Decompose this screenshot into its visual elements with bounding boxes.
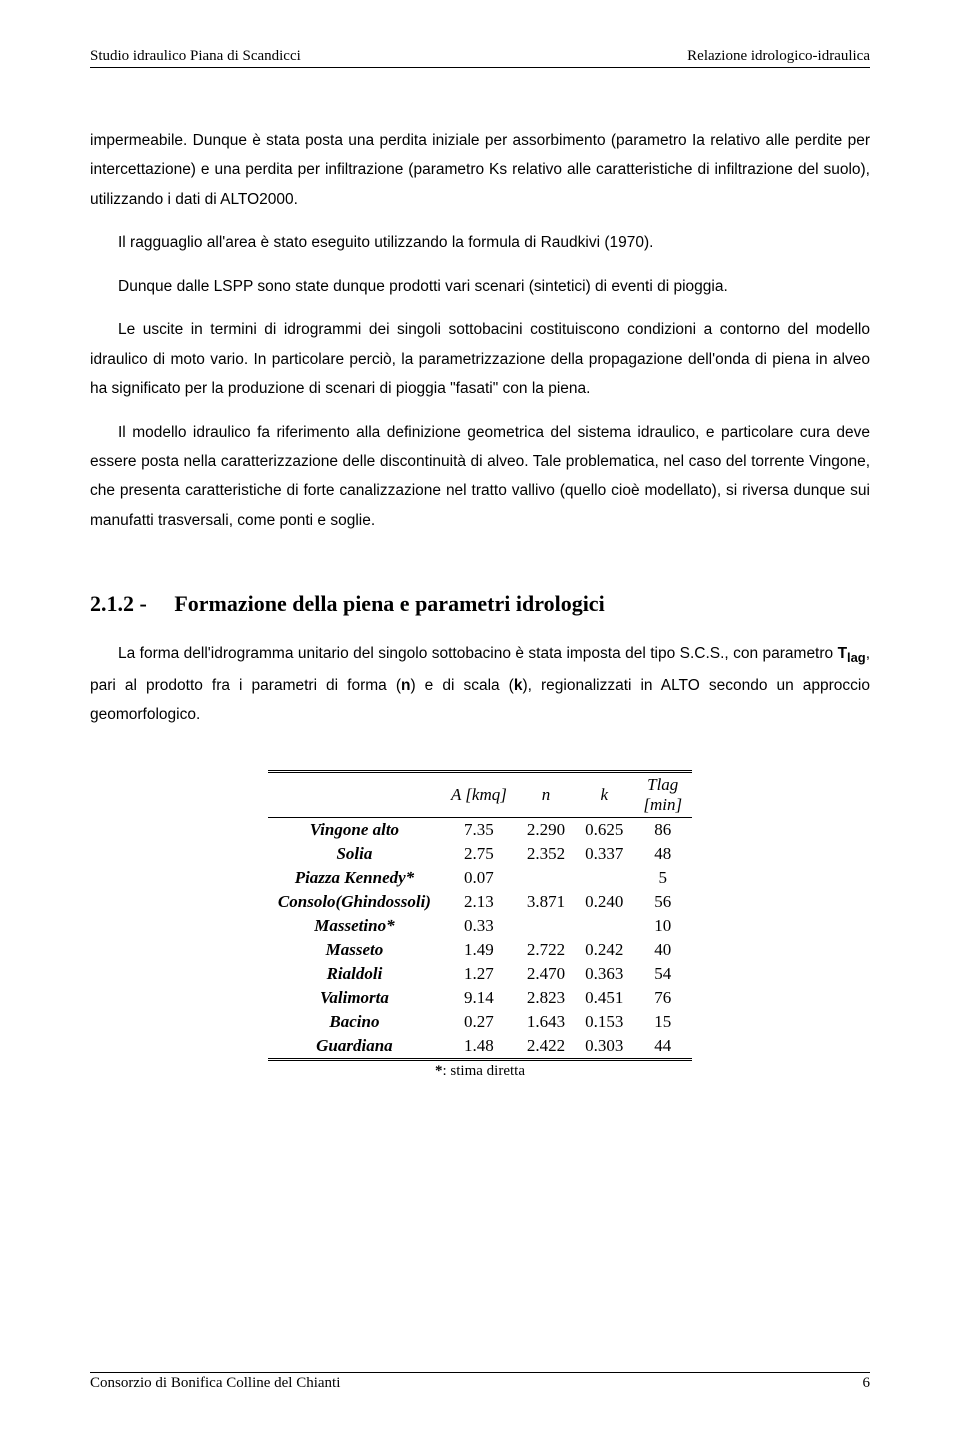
th-blank [268,771,441,817]
note-star: * [435,1063,443,1079]
footer-left: Consorzio di Bonifica Colline del Chiant… [90,1375,340,1392]
th-tlag-top: Tlag [647,775,678,794]
cell-n: 2.352 [517,842,575,866]
table-wrap: A [kmq] n k Tlag [min] Vingone alto7.352… [90,770,870,1080]
row-label: Bacino [268,1010,441,1034]
row-label: Masseto [268,938,441,962]
section-heading: 2.1.2 - Formazione della piena e paramet… [90,591,870,617]
th-tlag-bot: [min] [643,795,682,814]
cell-tlag: 40 [633,938,692,962]
cell-n [517,866,575,890]
cell-k: 0.625 [575,817,633,842]
cell-tlag: 86 [633,817,692,842]
table-row: Masseto1.492.7220.24240 [268,938,692,962]
tlag-sub: lag [847,650,866,665]
table-row: Guardiana1.482.4220.30344 [268,1034,692,1060]
table-row: Consolo(Ghindossoli)2.133.8710.24056 [268,890,692,914]
section-body-mid: ) e di scala ( [410,677,513,694]
row-label: Piazza Kennedy* [268,866,441,890]
cell-tlag: 15 [633,1010,692,1034]
cell-n: 1.643 [517,1010,575,1034]
cell-n: 2.722 [517,938,575,962]
row-label: Massetino* [268,914,441,938]
section-body: La forma dell'idrogramma unitario del si… [90,639,870,730]
row-label: Vingone alto [268,817,441,842]
cell-tlag: 5 [633,866,692,890]
th-k: k [575,771,633,817]
table-row: Bacino0.271.6430.15315 [268,1010,692,1034]
header-right: Relazione idrologico-idraulica [687,48,870,65]
cell-k: 0.240 [575,890,633,914]
section-body-pre: La forma dell'idrogramma unitario del si… [118,645,838,662]
cell-tlag: 56 [633,890,692,914]
cell-k [575,914,633,938]
paragraph-3: Dunque dalle LSPP sono state dunque prod… [90,272,870,301]
table-note: *: stima diretta [268,1063,692,1080]
cell-a: 1.48 [441,1034,517,1060]
table-row: Valimorta9.142.8230.45176 [268,986,692,1010]
table-row: Solia2.752.3520.33748 [268,842,692,866]
cell-n: 2.422 [517,1034,575,1060]
header-left: Studio idraulico Piana di Scandicci [90,48,301,65]
cell-k: 0.337 [575,842,633,866]
row-label: Consolo(Ghindossoli) [268,890,441,914]
parameters-table: A [kmq] n k Tlag [min] Vingone alto7.352… [268,770,692,1061]
cell-a: 7.35 [441,817,517,842]
cell-a: 2.13 [441,890,517,914]
cell-n: 2.470 [517,962,575,986]
cell-a: 1.27 [441,962,517,986]
cell-k: 0.153 [575,1010,633,1034]
cell-tlag: 44 [633,1034,692,1060]
page-footer: Consorzio di Bonifica Colline del Chiant… [90,1372,870,1392]
cell-k: 0.451 [575,986,633,1010]
row-label: Guardiana [268,1034,441,1060]
cell-k [575,866,633,890]
paragraph-1: impermeabile. Dunque è stata posta una p… [90,126,870,214]
cell-k: 0.303 [575,1034,633,1060]
paragraph-2: Il ragguaglio all'area è stato eseguito … [90,228,870,257]
cell-n: 2.290 [517,817,575,842]
th-a: A [kmq] [441,771,517,817]
table-row: Vingone alto7.352.2900.62586 [268,817,692,842]
cell-k: 0.242 [575,938,633,962]
cell-a: 0.33 [441,914,517,938]
tlag-T: T [838,645,847,662]
cell-tlag: 76 [633,986,692,1010]
cell-tlag: 48 [633,842,692,866]
table-row: Massetino*0.33 10 [268,914,692,938]
cell-tlag: 10 [633,914,692,938]
paragraph-4: Le uscite in termini di idrogrammi dei s… [90,315,870,403]
cell-a: 0.27 [441,1010,517,1034]
section-title: Formazione della piena e parametri idrol… [174,591,604,616]
note-text: : stima diretta [443,1063,525,1079]
paragraph-5: Il modello idraulico fa riferimento alla… [90,418,870,536]
cell-n: 2.823 [517,986,575,1010]
th-tlag: Tlag [min] [633,771,692,817]
section-number: 2.1.2 - [90,591,147,616]
cell-k: 0.363 [575,962,633,986]
cell-a: 9.14 [441,986,517,1010]
row-label: Rialdoli [268,962,441,986]
page-header: Studio idraulico Piana di Scandicci Rela… [90,48,870,68]
cell-a: 0.07 [441,866,517,890]
footer-right: 6 [863,1375,871,1392]
cell-n: 3.871 [517,890,575,914]
cell-a: 2.75 [441,842,517,866]
table-body: Vingone alto7.352.2900.62586Solia2.752.3… [268,817,692,1059]
cell-n [517,914,575,938]
cell-tlag: 54 [633,962,692,986]
row-label: Solia [268,842,441,866]
table-row: Rialdoli1.272.4700.36354 [268,962,692,986]
cell-a: 1.49 [441,938,517,962]
row-label: Valimorta [268,986,441,1010]
table-row: Piazza Kennedy*0.07 5 [268,866,692,890]
th-n: n [517,771,575,817]
